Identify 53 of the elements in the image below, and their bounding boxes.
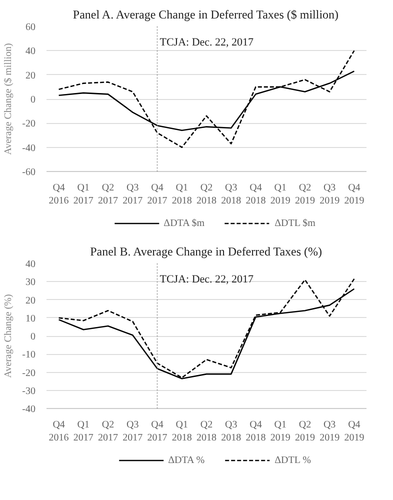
- x-tick-label: Q4 2016: [48, 182, 69, 207]
- y-tick-label: 20: [26, 70, 36, 82]
- y-tick-label: 40: [26, 259, 36, 270]
- y-tick-label: 0: [30, 94, 36, 106]
- y-tick-label: -40: [22, 142, 36, 154]
- x-tick-label: Q3 2017: [122, 182, 143, 207]
- x-tick-label: Q2 2018: [196, 420, 216, 444]
- x-tick-label: Q1 2019: [270, 420, 290, 444]
- ref-line-label: TCJA: Dec. 22, 2017: [160, 274, 254, 286]
- x-tick-label: Q1 2019: [270, 182, 290, 207]
- x-tick-label: Q4 2016: [48, 420, 69, 444]
- x-tick-label: Q1 2018: [172, 182, 192, 207]
- x-tick-label: Q2 2017: [98, 182, 118, 207]
- y-axis-title: Average Change (%): [3, 294, 14, 378]
- y-tick-label: -40: [22, 404, 36, 415]
- y-tick-label: 60: [26, 22, 36, 33]
- x-tick-label: Q1 2017: [73, 420, 94, 444]
- y-tick-label: 20: [26, 295, 36, 306]
- y-tick-label: 30: [26, 277, 36, 288]
- chart-title: Panel A. Average Change in Deferred Taxes ($ million): [72, 8, 339, 22]
- x-tick-label: Q4 2019: [344, 182, 364, 207]
- x-tick-label: Q1 2017: [73, 182, 94, 207]
- x-tick-label: Q3 2019: [320, 182, 340, 207]
- x-tick-label: Q4 2018: [246, 182, 266, 207]
- y-tick-label: -20: [22, 368, 36, 379]
- x-tick-label: Q1 2018: [172, 420, 192, 444]
- x-tick-label: Q4 2017: [147, 182, 168, 207]
- legend-label: ΔDTA $m: [164, 218, 205, 228]
- y-tick-label: -60: [22, 167, 36, 178]
- legend-label: ΔDTL $m: [274, 218, 316, 228]
- chart-title: Panel B. Average Change in Deferred Taxes (%): [90, 244, 322, 258]
- legend-label: ΔDTA %: [168, 454, 205, 466]
- x-tick-label: Q3 2018: [221, 420, 242, 444]
- y-axis-title: Average Change ($ million): [3, 43, 14, 155]
- y-tick-label: -30: [22, 386, 36, 397]
- y-tick-label: 10: [26, 313, 36, 324]
- x-tick-label: Q3 2017: [122, 420, 143, 444]
- y-tick-label: 0: [30, 332, 36, 342]
- x-tick-label: Q2 2019: [294, 182, 315, 207]
- x-tick-label: Q2 2018: [196, 182, 216, 207]
- x-tick-label: Q4 2019: [344, 420, 364, 444]
- x-tick-label: Q3 2019: [320, 420, 340, 444]
- x-tick-label: Q4 2018: [246, 420, 266, 444]
- legend-label: ΔDTL %: [274, 454, 311, 466]
- y-tick-label: -20: [22, 118, 36, 130]
- x-tick-label: Q3 2018: [221, 182, 242, 207]
- line-series: [58, 50, 355, 148]
- x-tick-label: Q4 2017: [147, 420, 168, 444]
- y-tick-label: -10: [22, 350, 36, 361]
- x-tick-label: Q2 2019: [294, 420, 315, 444]
- x-tick-label: Q2 2017: [98, 420, 118, 444]
- ref-line-label: TCJA: Dec. 22, 2017: [160, 36, 254, 48]
- y-tick-label: 40: [26, 46, 36, 58]
